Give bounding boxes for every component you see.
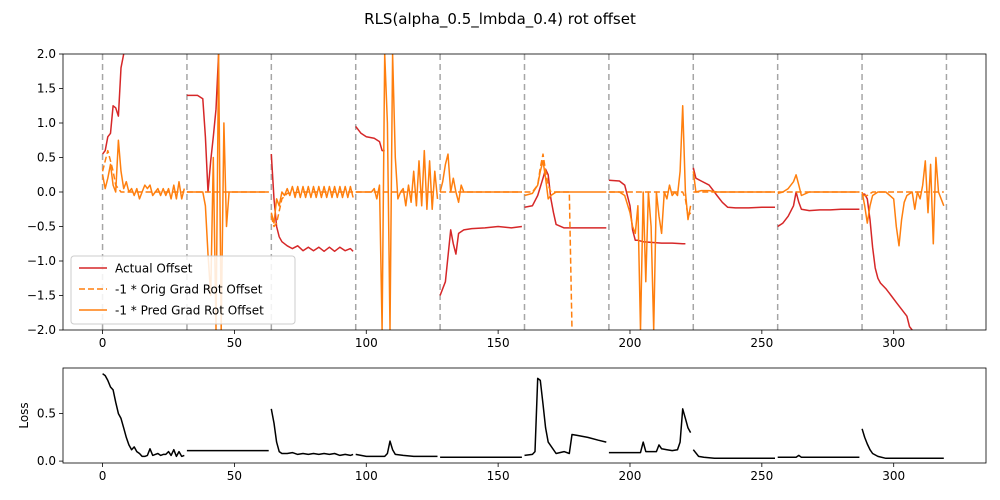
x-tick-label: 200 — [619, 469, 642, 483]
y-tick-label: 1.5 — [37, 82, 56, 96]
x-tick-label: 300 — [882, 336, 905, 350]
x-tick-label: 150 — [487, 469, 510, 483]
series-line-series — [861, 428, 944, 460]
y-tick-label: 1.0 — [37, 116, 56, 130]
series-line-actual-offset — [692, 167, 775, 209]
series-line-1-pred-grad-rot-offset — [355, 54, 439, 330]
series-line-1-pred-grad-rot-offset — [524, 160, 607, 200]
x-tick-label: 0 — [99, 469, 107, 483]
x-tick-label: 150 — [487, 336, 510, 350]
series-line-actual-offset — [101, 54, 125, 155]
y-tick-label: 0.5 — [37, 407, 56, 421]
series-line-1-orig-grad-rot-offset — [608, 191, 692, 217]
series-line-series — [608, 408, 692, 454]
series-line-1-pred-grad-rot-offset — [439, 153, 522, 204]
series-line-actual-offset — [862, 193, 913, 330]
series-line-actual-offset — [355, 125, 385, 152]
legend-label-1-orig-grad-rot-offset: -1 * Orig Grad Rot Offset — [115, 283, 263, 297]
y-tick-label: 0.0 — [37, 454, 56, 468]
x-tick-label: 300 — [882, 469, 905, 483]
x-tick-label: 250 — [750, 336, 773, 350]
x-tick-label: 200 — [619, 336, 642, 350]
y-axis-label: Loss — [17, 402, 31, 428]
series-line-series — [692, 449, 775, 460]
main-axes: 0 50 100 150 200 250 300 −2.0 −1.5 −1.0 −0.5 0.0 0.5… — [27, 47, 987, 350]
y-tick-label: −1.5 — [27, 289, 56, 303]
series-line-actual-offset — [439, 225, 522, 296]
x-tick-label: 50 — [227, 336, 242, 350]
y-tick-label: 2.0 — [37, 47, 56, 61]
series-line-1-pred-grad-rot-offset — [692, 171, 775, 193]
x-tick-label: 250 — [750, 469, 773, 483]
series-line-1-pred-grad-rot-offset — [777, 174, 860, 197]
plot-area — [102, 373, 944, 460]
y-tick-label: −2.0 — [27, 323, 56, 337]
y-tick-label: 0.0 — [37, 185, 56, 199]
plot-area — [101, 54, 948, 330]
series-line-series — [102, 373, 185, 458]
series-line-actual-offset — [777, 191, 860, 228]
legend: Actual Offset -1 * Orig Grad Rot Offset -1… — [70, 255, 296, 325]
x-tick-label: 100 — [355, 336, 378, 350]
series-line-actual-offset — [270, 154, 354, 253]
y-tick-label: 0.5 — [37, 151, 56, 165]
legend-label-1-pred-grad-rot-offset: -1 * Pred Grad Rot Offset — [115, 304, 264, 318]
series-line-series — [524, 377, 607, 457]
axes-frame — [62, 367, 987, 464]
x-tick-label: 100 — [355, 469, 378, 483]
y-tick-label: −0.5 — [27, 220, 56, 234]
series-line-series — [270, 408, 354, 457]
legend-box — [70, 255, 296, 325]
loss-axes: 0 50 100 150 200 250 300 0.0 0.5 Loss — [17, 367, 987, 483]
series-line-1-pred-grad-rot-offset — [186, 54, 269, 330]
figure-title: RLS(alpha_0.5_lmbda_0.4) rot offset — [364, 10, 636, 29]
series-line-series — [355, 440, 438, 458]
series-line-1-pred-grad-rot-offset — [608, 105, 692, 330]
series-line-actual-offset — [524, 168, 607, 229]
x-tick-label: 50 — [227, 469, 242, 483]
y-tick-label: −1.0 — [27, 254, 56, 268]
x-tick-label: 0 — [99, 336, 107, 350]
series-line-series — [777, 454, 860, 459]
legend-label-actual-offset: Actual Offset — [115, 262, 193, 276]
series-line-1-pred-grad-rot-offset — [101, 139, 186, 200]
series-line-1-pred-grad-rot-offset — [270, 185, 354, 224]
series-line-1-pred-grad-rot-offset — [861, 156, 945, 247]
